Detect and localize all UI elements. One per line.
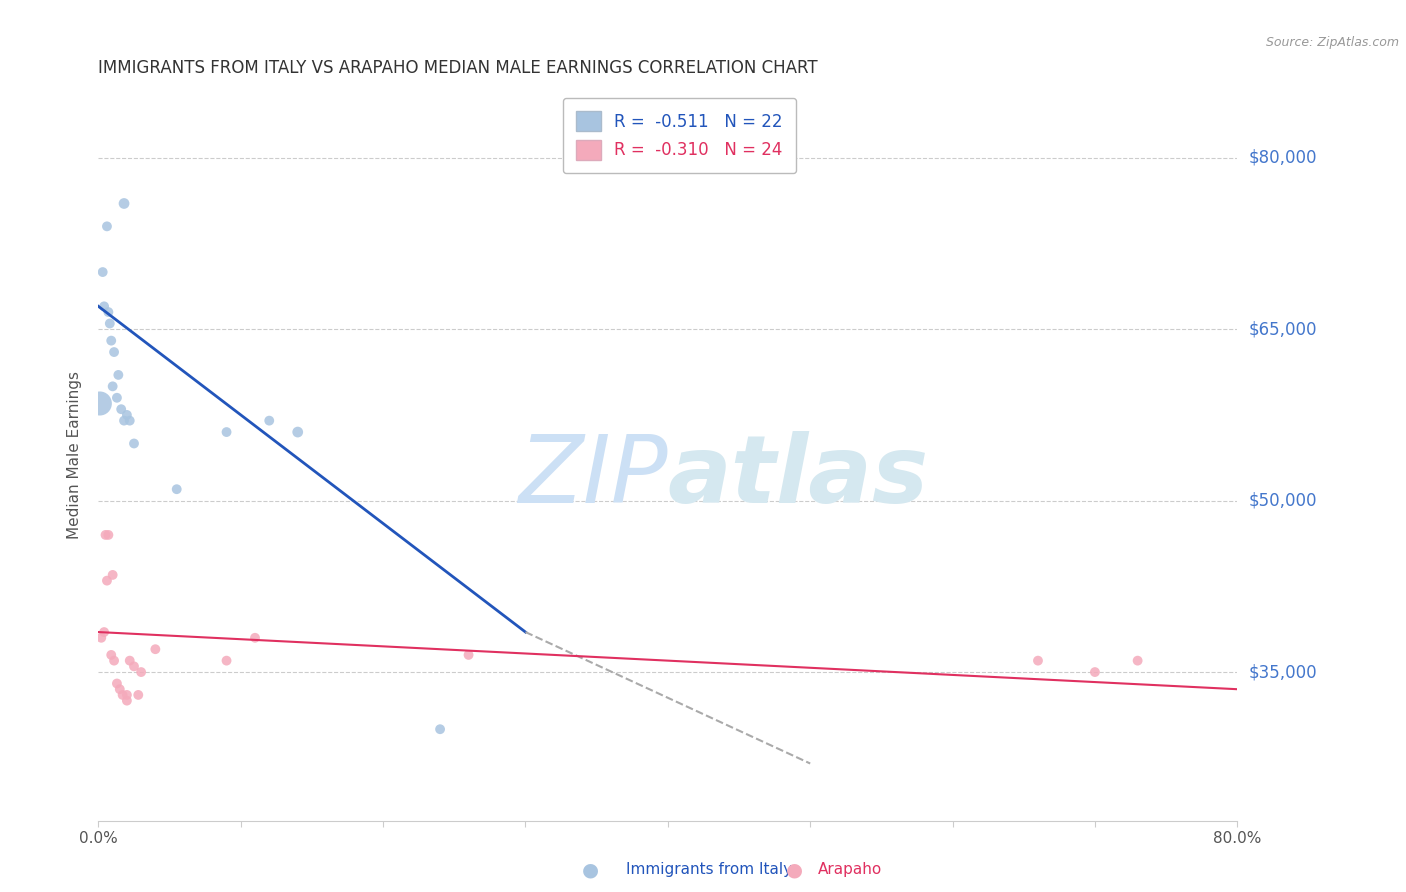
Point	[105, 676, 128, 690]
Point	[115, 408, 138, 422]
Point	[107, 368, 129, 382]
Text: ●: ●	[786, 860, 803, 880]
Point	[145, 642, 167, 657]
Point	[1084, 665, 1107, 679]
Point	[101, 568, 124, 582]
Text: $35,000: $35,000	[1249, 663, 1317, 681]
Text: Source: ZipAtlas.com: Source: ZipAtlas.com	[1265, 36, 1399, 49]
Point	[112, 414, 135, 428]
Point	[1026, 654, 1049, 668]
Point	[94, 528, 117, 542]
Point	[108, 682, 131, 697]
Point	[96, 219, 118, 234]
Point	[96, 574, 118, 588]
Point	[91, 265, 114, 279]
Point	[122, 659, 145, 673]
Point	[115, 693, 138, 707]
Point	[97, 305, 120, 319]
Text: IMMIGRANTS FROM ITALY VS ARAPAHO MEDIAN MALE EARNINGS CORRELATION CHART: IMMIGRANTS FROM ITALY VS ARAPAHO MEDIAN …	[98, 59, 818, 77]
Point	[103, 345, 125, 359]
Point	[97, 528, 120, 542]
Point	[259, 414, 281, 428]
Point	[98, 317, 121, 331]
Point	[100, 648, 122, 662]
Point	[287, 425, 309, 439]
Point	[105, 391, 128, 405]
Point	[118, 654, 141, 668]
Point	[243, 631, 266, 645]
Point	[115, 688, 138, 702]
Text: ●: ●	[582, 860, 599, 880]
Point	[89, 396, 111, 410]
Point	[129, 665, 152, 679]
Point	[90, 631, 112, 645]
Point	[112, 196, 135, 211]
Point	[93, 299, 115, 313]
Point	[111, 688, 134, 702]
Point	[127, 688, 149, 702]
Text: atlas: atlas	[668, 431, 929, 523]
Y-axis label: Median Male Earnings: Median Male Earnings	[67, 371, 83, 539]
Point	[166, 482, 188, 496]
Text: Arapaho: Arapaho	[818, 863, 883, 877]
Legend: R =  -0.511   N = 22, R =  -0.310   N = 24: R = -0.511 N = 22, R = -0.310 N = 24	[562, 97, 796, 173]
Point	[429, 723, 451, 737]
Text: $65,000: $65,000	[1249, 320, 1317, 338]
Text: $80,000: $80,000	[1249, 149, 1317, 167]
Point	[215, 425, 238, 439]
Point	[100, 334, 122, 348]
Text: $50,000: $50,000	[1249, 491, 1317, 509]
Point	[118, 414, 141, 428]
Point	[457, 648, 479, 662]
Text: Immigrants from Italy: Immigrants from Italy	[626, 863, 792, 877]
Point	[101, 379, 124, 393]
Point	[93, 625, 115, 640]
Point	[103, 654, 125, 668]
Point	[215, 654, 238, 668]
Point	[1126, 654, 1149, 668]
Text: ZIP: ZIP	[519, 432, 668, 523]
Point	[122, 436, 145, 450]
Point	[110, 402, 132, 417]
